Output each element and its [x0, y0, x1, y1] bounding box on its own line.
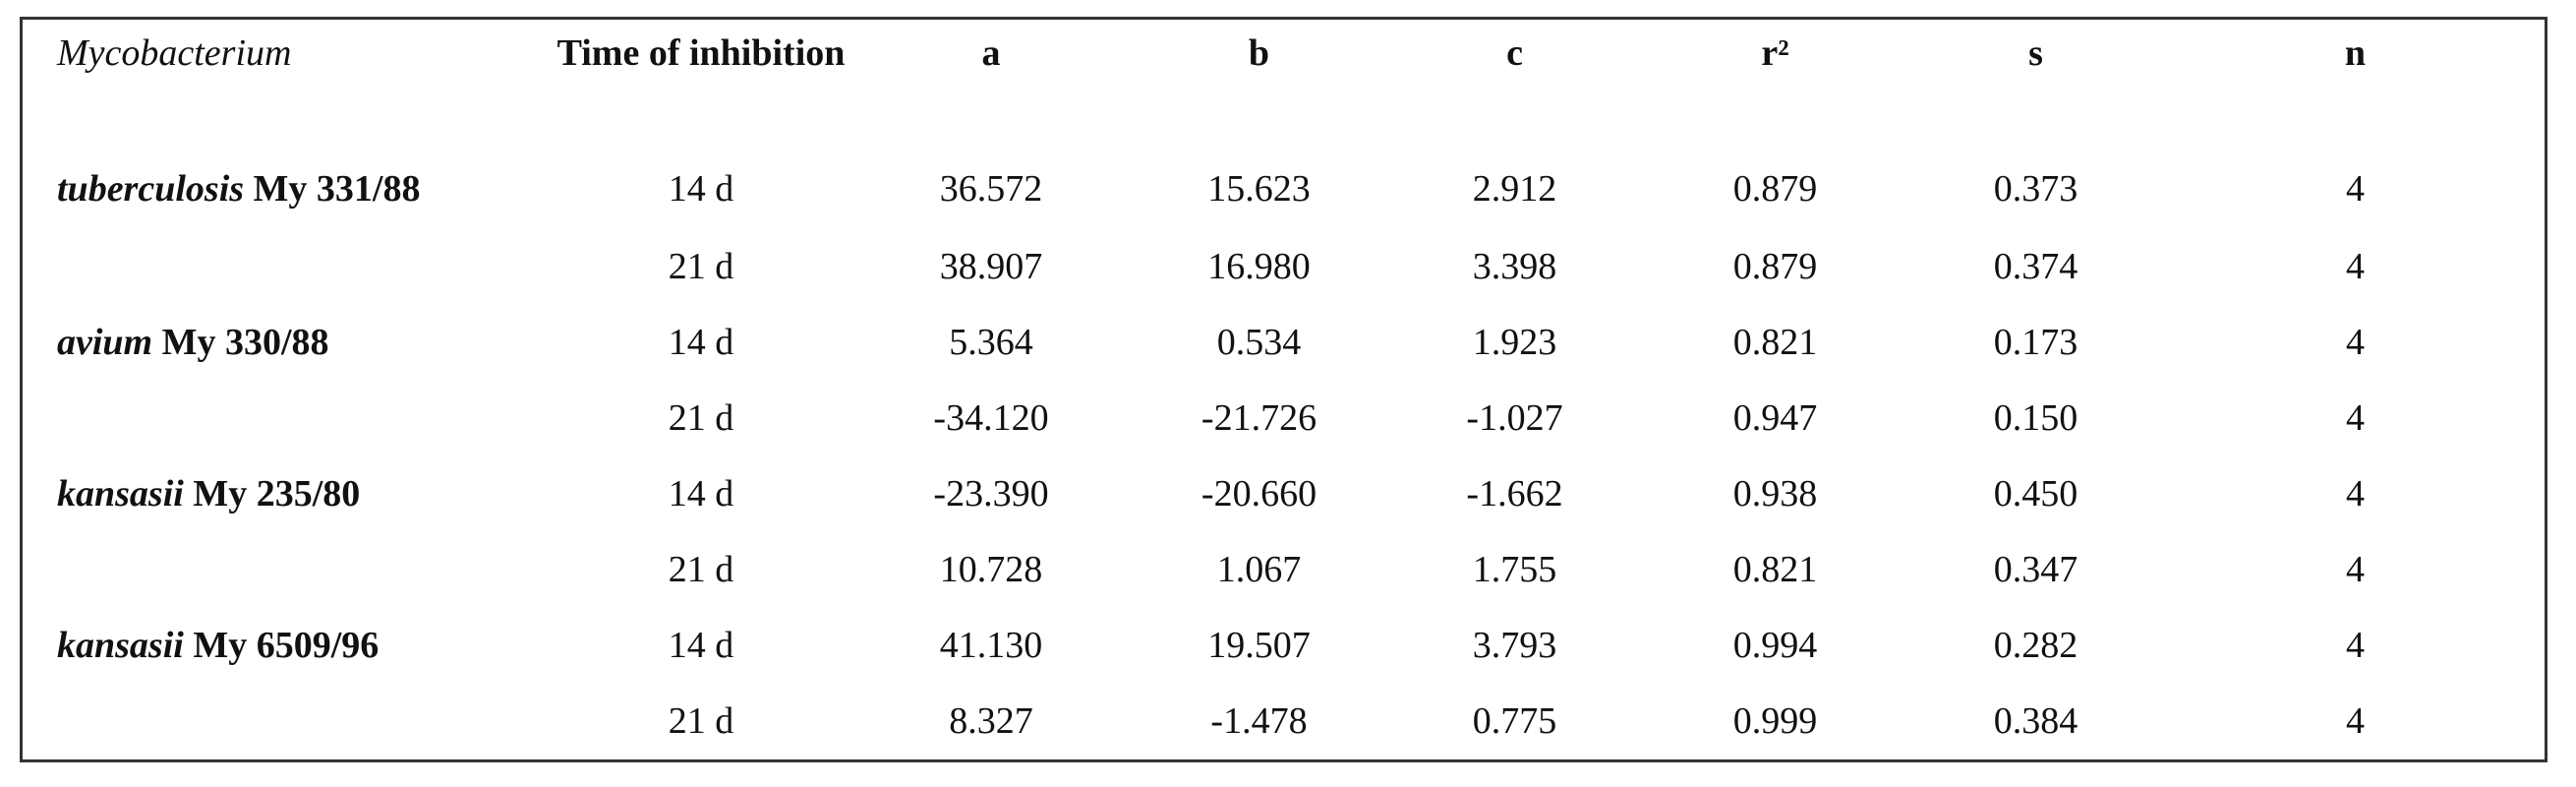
table-frame: Mycobacterium Time of inhibition a b c r… — [20, 17, 2547, 762]
table-row: kansasii My 6509/96 14 d 41.130 19.507 3.793… — [23, 607, 2545, 683]
table-row: 21 d 38.907 16.980 3.398 0.879 0.374 4 — [23, 228, 2545, 304]
cell-r-squared: 0.879 — [1732, 168, 1818, 210]
cell-n: 4 — [2346, 624, 2365, 666]
strain-name: My 235/80 — [193, 472, 361, 515]
cell-time: 21 d — [668, 548, 734, 590]
cell-n: 4 — [2346, 396, 2365, 439]
cell-a: 36.572 — [939, 168, 1043, 210]
cell-c: 1.755 — [1472, 548, 1557, 590]
cell-c: 3.793 — [1472, 624, 1557, 666]
cell-b: -1.478 — [1210, 699, 1308, 742]
cell-c: 1.923 — [1472, 321, 1557, 363]
cell-n: 4 — [2346, 245, 2365, 287]
cell-a: 8.327 — [949, 699, 1033, 742]
cell-a: 5.364 — [949, 321, 1033, 363]
table-row: avium My 330/88 14 d 5.364 0.534 1.923 0.821 0… — [23, 304, 2545, 380]
cell-b: 1.067 — [1216, 548, 1302, 590]
cell-r-squared: 0.821 — [1732, 321, 1818, 363]
table-row: 21 d 10.728 1.067 1.755 0.821 0.347 4 — [23, 531, 2545, 607]
header-s: s — [2028, 32, 2043, 74]
cell-time: 14 d — [668, 321, 734, 363]
header-mycobacterium: Mycobacterium — [57, 32, 292, 74]
species-name: avium — [57, 321, 153, 363]
cell-n: 4 — [2346, 168, 2365, 210]
header-r-squared: r² — [1761, 32, 1789, 74]
cell-b: -21.726 — [1200, 396, 1317, 439]
cell-c: -1.662 — [1466, 472, 1563, 515]
species-name: kansasii — [57, 472, 184, 515]
strain-name: My 330/88 — [161, 321, 329, 363]
table-body: tuberculosis My 331/88 14 d 36.572 15.623 2.… — [23, 150, 2545, 758]
cell-a: 41.130 — [939, 624, 1043, 666]
cell-s: 0.282 — [1993, 624, 2078, 666]
cell-n: 4 — [2346, 699, 2365, 742]
cell-b: 19.507 — [1207, 624, 1311, 666]
species-name: tuberculosis — [57, 168, 245, 210]
cell-a: 38.907 — [939, 245, 1043, 287]
cell-s: 0.173 — [1993, 321, 2078, 363]
cell-n: 4 — [2346, 472, 2365, 515]
cell-b: 0.534 — [1216, 321, 1302, 363]
row-organism-cell: tuberculosis My 331/88 — [23, 150, 554, 228]
cell-n: 4 — [2346, 548, 2365, 590]
header-row: Mycobacterium Time of inhibition a b c r… — [23, 20, 2545, 150]
cell-r-squared: 0.938 — [1732, 472, 1818, 515]
species-name: kansasii — [57, 624, 184, 666]
strain-name: My 6509/96 — [193, 624, 380, 666]
cell-r-squared: 0.821 — [1732, 548, 1818, 590]
cell-b: 15.623 — [1207, 168, 1311, 210]
cell-s: 0.373 — [1993, 168, 2078, 210]
cell-time: 21 d — [668, 396, 734, 439]
cell-s: 0.150 — [1993, 396, 2078, 439]
header-time-of-inhibition: Time of inhibition — [556, 32, 846, 74]
cell-r-squared: 0.879 — [1732, 245, 1818, 287]
cell-time: 21 d — [668, 245, 734, 287]
cell-s: 0.347 — [1993, 548, 2078, 590]
cell-a: -34.120 — [933, 396, 1049, 439]
cell-b: -20.660 — [1200, 472, 1317, 515]
cell-s: 0.384 — [1993, 699, 2078, 742]
table-row: kansasii My 235/80 14 d -23.390 -20.660 -1.6… — [23, 455, 2545, 531]
header-a: a — [981, 32, 1001, 74]
cell-time: 21 d — [668, 699, 734, 742]
strain-name: My 331/88 — [253, 168, 421, 210]
cell-time: 14 d — [668, 472, 734, 515]
cell-time: 14 d — [668, 624, 734, 666]
data-table: Mycobacterium Time of inhibition a b c r… — [23, 20, 2545, 758]
row-organism-cell — [23, 380, 554, 455]
row-organism-cell — [23, 531, 554, 607]
cell-time: 14 d — [668, 168, 734, 210]
row-organism-cell: kansasii My 235/80 — [23, 455, 554, 531]
cell-s: 0.374 — [1993, 245, 2078, 287]
cell-c: 0.775 — [1472, 699, 1557, 742]
table-row: 21 d 8.327 -1.478 0.775 0.999 0.384 4 — [23, 683, 2545, 758]
header-c: c — [1506, 32, 1523, 74]
row-organism-cell — [23, 228, 554, 304]
cell-c: 3.398 — [1472, 245, 1557, 287]
header-b: b — [1248, 32, 1270, 74]
row-organism-cell — [23, 683, 554, 758]
cell-c: -1.027 — [1466, 396, 1563, 439]
row-organism-cell: avium My 330/88 — [23, 304, 554, 380]
cell-r-squared: 0.999 — [1732, 699, 1818, 742]
cell-a: 10.728 — [939, 548, 1043, 590]
header-n: n — [2344, 32, 2367, 74]
cell-r-squared: 0.994 — [1732, 624, 1818, 666]
cell-c: 2.912 — [1472, 168, 1557, 210]
cell-n: 4 — [2346, 321, 2365, 363]
cell-r-squared: 0.947 — [1732, 396, 1818, 439]
cell-b: 16.980 — [1207, 245, 1311, 287]
cell-s: 0.450 — [1993, 472, 2078, 515]
table-row: tuberculosis My 331/88 14 d 36.572 15.623 2.… — [23, 150, 2545, 228]
row-organism-cell: kansasii My 6509/96 — [23, 607, 554, 683]
table-row: 21 d -34.120 -21.726 -1.027 0.947 0.150 4 — [23, 380, 2545, 455]
cell-a: -23.390 — [933, 472, 1049, 515]
